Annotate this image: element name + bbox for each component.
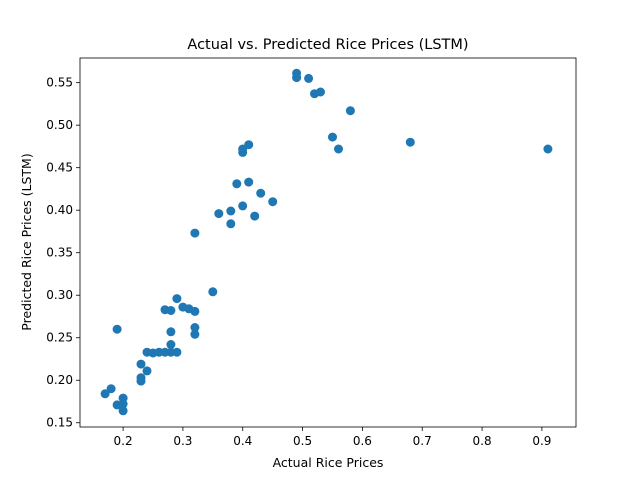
x-tick-label: 0.8	[473, 434, 492, 448]
y-tick-label: 0.35	[46, 246, 73, 260]
chart-title: Actual vs. Predicted Rice Prices (LSTM)	[187, 37, 468, 53]
data-point	[543, 144, 553, 154]
data-point	[334, 144, 343, 154]
data-points	[100, 68, 553, 416]
data-point	[208, 287, 218, 297]
data-point	[166, 327, 176, 337]
axes-frame	[79, 57, 577, 428]
data-point	[136, 373, 146, 383]
data-point	[166, 340, 176, 349]
x-tick-label: 0.7	[413, 434, 432, 448]
data-point	[250, 211, 260, 221]
y-tick-label: 0.45	[46, 161, 73, 175]
y-tick-label: 0.20	[46, 373, 73, 387]
data-point	[244, 177, 254, 187]
x-tick-label: 0.4	[233, 434, 252, 448]
data-point	[190, 323, 200, 332]
data-point	[238, 201, 248, 211]
data-point	[112, 324, 122, 334]
x-tick-label: 0.2	[114, 434, 133, 448]
y-tick-label: 0.30	[46, 288, 73, 302]
plot-area: 0.2 0.3 0.4 0.5 0.6 0.7 0.8 0.9 0.15 0.20 0.25 0.3…	[46, 57, 577, 448]
data-point	[118, 393, 128, 403]
data-point	[190, 329, 200, 339]
data-point	[214, 209, 224, 219]
y-tick-label: 0.40	[46, 203, 73, 217]
data-point	[345, 106, 355, 116]
data-point	[106, 384, 116, 394]
data-point	[172, 347, 182, 357]
data-point	[118, 406, 128, 416]
data-point	[405, 137, 415, 147]
y-tick-label: 0.25	[46, 331, 73, 345]
data-point	[136, 359, 146, 369]
data-point	[232, 179, 242, 189]
data-point	[292, 73, 302, 83]
y-tick-label: 0.15	[46, 416, 73, 430]
x-tick-label: 0.5	[293, 434, 312, 448]
x-axis-ticks: 0.2 0.3 0.4 0.5 0.6 0.7 0.8 0.9	[114, 427, 551, 448]
data-point	[244, 140, 254, 150]
y-tick-label: 0.50	[46, 118, 73, 132]
data-point	[304, 73, 314, 83]
data-point	[328, 132, 337, 142]
data-point	[100, 389, 110, 399]
y-axis-ticks: 0.15 0.20 0.25 0.30 0.35 0.40 0.45 0.50 0.55	[46, 76, 80, 430]
data-point	[190, 306, 200, 316]
y-axis-label: Predicted Rice Prices (LSTM)	[19, 153, 34, 330]
x-axis-label: Actual Rice Prices	[273, 455, 384, 470]
data-point	[256, 188, 266, 198]
data-point	[190, 228, 200, 238]
x-tick-label: 0.3	[173, 434, 192, 448]
data-point	[226, 219, 236, 229]
data-point	[316, 87, 325, 97]
x-tick-label: 0.9	[532, 434, 551, 448]
data-point	[166, 306, 176, 315]
data-point	[226, 206, 236, 216]
data-point	[268, 197, 278, 207]
y-tick-label: 0.55	[46, 76, 73, 90]
x-tick-label: 0.6	[353, 434, 372, 448]
data-point	[142, 366, 152, 376]
data-point	[172, 294, 182, 304]
